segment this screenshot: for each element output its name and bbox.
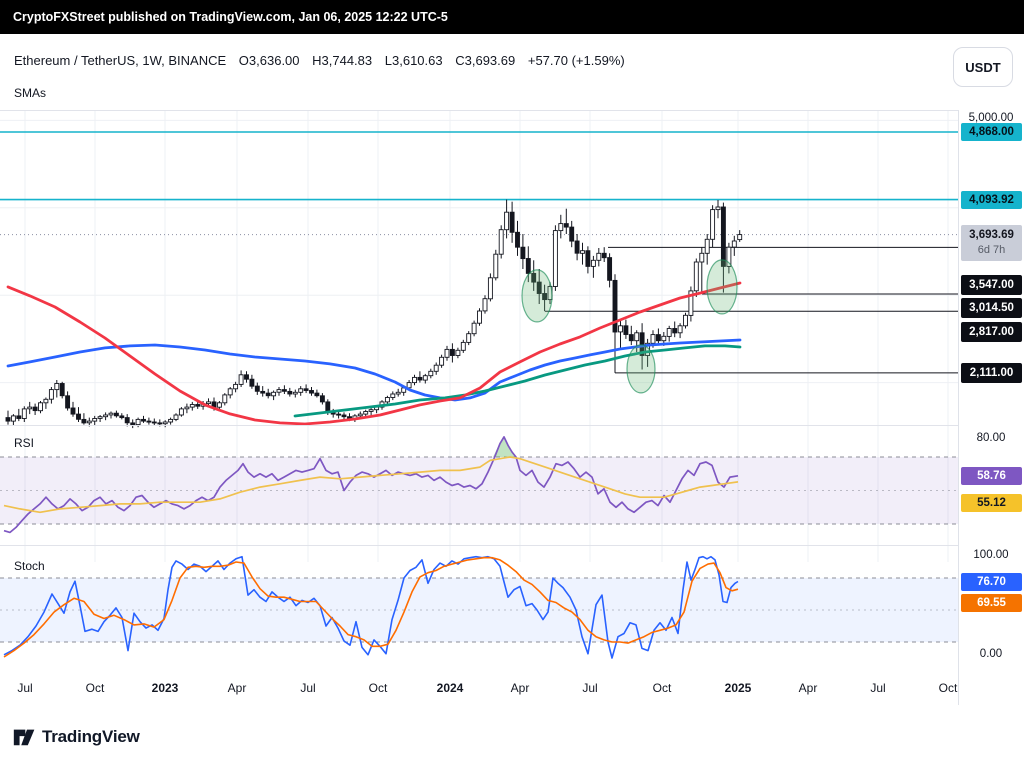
time-axis-label: Jul — [300, 681, 316, 695]
price-axis-label: 5,000.00 — [968, 112, 1014, 125]
indicator-legend-smas[interactable]: SMAs — [14, 86, 47, 100]
attribution-bar: CryptoFXStreet published on TradingView.… — [0, 0, 1024, 34]
highlight-ellipse — [626, 344, 656, 394]
current-price-value: 3,693.69 — [969, 229, 1014, 242]
ray-price-label: 3,014.50 — [961, 298, 1022, 318]
time-axis-label: 2025 — [724, 681, 752, 695]
rsi-value-label: 55.12 — [961, 494, 1022, 512]
ray-price-label: 2,111.00 — [961, 363, 1022, 383]
time-axis-label: 2023 — [151, 681, 179, 695]
ohlc-close: C3,693.69 — [455, 53, 516, 68]
time-axis-label: Oct — [938, 681, 958, 695]
time-axis-label: Jul — [582, 681, 598, 695]
time-axis-label: 2024 — [436, 681, 464, 695]
tradingview-logo-text: TradingView — [42, 727, 140, 746]
chart-header: Ethereum / TetherUS, 1W, BINANCE O3,636.… — [0, 34, 1024, 110]
tradingview-logo-icon — [13, 729, 35, 746]
ray-price-label: 3,547.00 — [961, 275, 1022, 295]
highlight-ellipse — [706, 259, 738, 315]
stoch-axis-label: 0.00 — [979, 648, 1003, 660]
attribution-text: CryptoFXStreet published on TradingView.… — [13, 10, 448, 24]
symbol-line: Ethereum / TetherUS, 1W, BINANCE O3,636.… — [14, 53, 634, 68]
candlestick-series — [5, 199, 743, 429]
rsi-label[interactable]: RSI — [14, 436, 35, 450]
currency-toggle-button[interactable]: USDT — [953, 47, 1013, 87]
stoch-d-line — [3, 556, 739, 658]
time-axis-label: Apr — [798, 681, 818, 695]
current-price-label: 3,693.69 6d 7h — [961, 224, 1022, 261]
time-axis-label: Apr — [227, 681, 247, 695]
rsi-value-label: 58.76 — [961, 466, 1022, 485]
stoch-value-label: 76.70 — [961, 572, 1022, 591]
time-axis[interactable]: Jul Oct 2023 Apr Jul Oct 2024 Apr Jul Oct 2025 Apr J… — [0, 672, 958, 705]
ohlc-open: O3,636.00 — [238, 53, 300, 68]
tradingview-logo[interactable]: TradingView — [13, 727, 140, 747]
highlight-ellipse — [521, 269, 553, 323]
ray-price-label: 2,817.00 — [961, 322, 1022, 342]
price-change: +57.70 (+1.59%) — [527, 53, 625, 68]
ohlc-high: H3,744.83 — [312, 53, 373, 68]
cyan-level-price-label: 4,868.00 — [961, 122, 1022, 141]
footer: TradingView — [0, 705, 1024, 768]
ohlc-low: L3,610.63 — [384, 53, 443, 68]
chart-canvas[interactable]: RSI Stoch Jul Oct 2023 Apr Jul Oct 2024 Apr Jul O… — [0, 110, 1024, 705]
time-axis-label: Oct — [85, 681, 105, 695]
chart-svg[interactable] — [0, 110, 1024, 705]
stoch-axis-label: 100.00 — [973, 548, 1009, 561]
rsi-overbought-fill — [493, 436, 516, 457]
time-axis-label: Oct — [368, 681, 388, 695]
time-axis-label: Oct — [652, 681, 672, 695]
sma-red-line — [6, 281, 742, 426]
symbol-title[interactable]: Ethereum / TetherUS, 1W, BINANCE — [14, 53, 227, 68]
cyan-level-price-label: 4,093.92 — [961, 190, 1022, 209]
stoch-value-label: 69.55 — [961, 594, 1022, 612]
time-axis-label: Apr — [510, 681, 530, 695]
rsi-band — [0, 457, 958, 524]
bar-countdown: 6d 7h — [977, 244, 1006, 257]
time-axis-label: Jul — [17, 681, 33, 695]
sma-green-line — [293, 344, 742, 418]
rsi-ma-line — [3, 456, 739, 514]
rsi-axis-label: 80.00 — [976, 432, 1006, 445]
stoch-label[interactable]: Stoch — [14, 559, 45, 573]
price-axis[interactable]: 5,000.00 4,868.00 4,093.92 3,547.00 3,014.50… — [958, 110, 1024, 705]
rsi-line — [3, 436, 739, 534]
time-axis-label: Jul — [870, 681, 886, 695]
stoch-band — [0, 578, 958, 642]
